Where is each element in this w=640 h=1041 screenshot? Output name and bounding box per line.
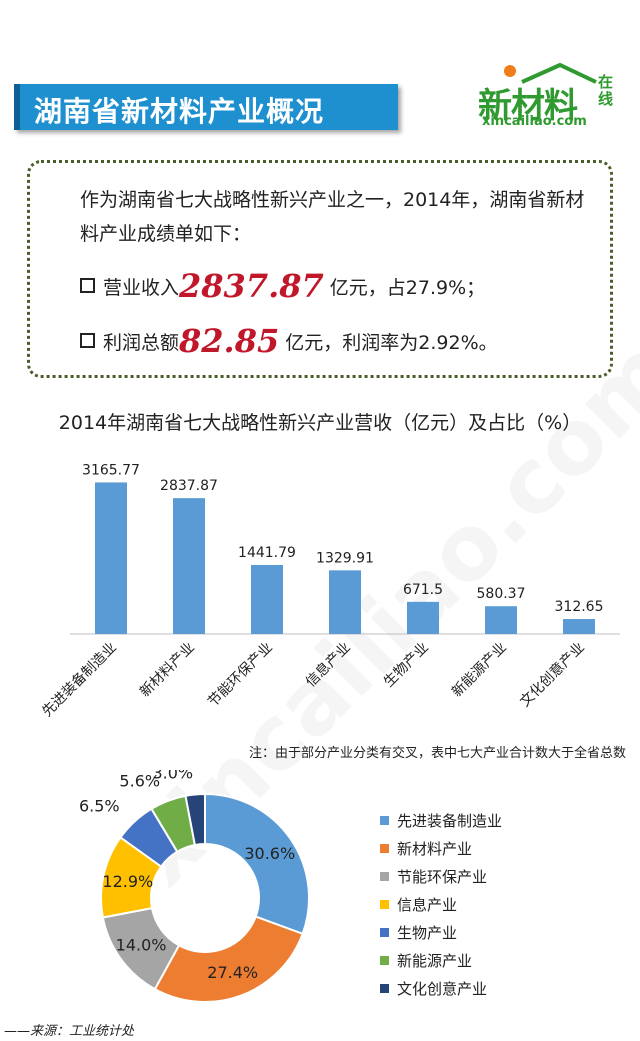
logo-side: 在线 bbox=[598, 73, 614, 108]
legend-label: 生物产业 bbox=[397, 924, 458, 942]
legend-item: 新材料产业 bbox=[380, 838, 472, 858]
bar bbox=[485, 606, 517, 634]
legend-item: 节能环保产业 bbox=[380, 866, 487, 886]
pie-value-label: 30.6% bbox=[244, 844, 295, 863]
revenue-value: 2837.87 bbox=[179, 267, 324, 305]
x-tick-label: 新材料产业 bbox=[137, 640, 198, 701]
legend-swatch bbox=[380, 844, 389, 853]
source-text: ——来源：工业统计处 bbox=[4, 1024, 135, 1039]
x-tick-label: 新能源产业 bbox=[449, 640, 510, 701]
legend-item: 新能源产业 bbox=[380, 950, 472, 970]
pie-value-label: 14.0% bbox=[116, 935, 167, 954]
roof-icon bbox=[504, 62, 597, 84]
legend-item: 文化创意产业 bbox=[380, 978, 487, 998]
bar-value-label: 671.5 bbox=[403, 582, 443, 598]
bar-value-label: 3165.77 bbox=[82, 462, 140, 478]
legend-swatch bbox=[380, 928, 389, 937]
pie-value-label: 6.5% bbox=[79, 796, 120, 815]
pie-value-label: 5.6% bbox=[119, 771, 160, 790]
legend-label: 信息产业 bbox=[397, 896, 458, 914]
bar bbox=[407, 601, 439, 634]
logo: 新材料 在线 xincailiao.com bbox=[468, 58, 628, 130]
bullet-profit: 利润总额82.85 亿元，利润率为2.92%。 bbox=[80, 321, 498, 361]
legend-label: 节能环保产业 bbox=[397, 868, 488, 886]
title-banner: 湖南省新材料产业概况 bbox=[14, 84, 398, 130]
page-title: 湖南省新材料产业概况 bbox=[34, 95, 325, 128]
chart-title: 2014年湖南省七大战略性新兴产业营收（亿元）及占比（%） bbox=[58, 412, 582, 434]
profit-value: 82.85 bbox=[179, 322, 280, 360]
checkbox-icon bbox=[80, 278, 95, 293]
bar-value-label: 1441.79 bbox=[238, 545, 296, 561]
legend-label: 新材料产业 bbox=[397, 840, 473, 858]
legend-item: 生物产业 bbox=[380, 922, 457, 942]
bullet-prefix: 利润总额 bbox=[103, 332, 180, 354]
logo-url: xincailiao.com bbox=[482, 114, 587, 129]
summary-box: 作为湖南省七大战略性新兴产业之一，2014年，湖南省新材料产业成绩单如下： 营业… bbox=[27, 160, 613, 378]
pie-value-label: 3.0% bbox=[152, 770, 193, 783]
bar bbox=[95, 482, 127, 634]
legend-item: 信息产业 bbox=[380, 894, 457, 914]
chart-note: 注：由于部分产业分类有交叉，表中七大产业合计数大于全省总数 bbox=[248, 746, 626, 761]
pie-slice bbox=[153, 915, 304, 1003]
x-tick-label: 信息产业 bbox=[302, 639, 354, 691]
checkbox-icon bbox=[80, 333, 95, 348]
bullet-suffix: 亿元，利润率为2.92%。 bbox=[279, 332, 498, 354]
bullet-suffix: 亿元，占27.9%； bbox=[323, 277, 486, 299]
x-tick-label: 节能环保产业 bbox=[205, 640, 276, 711]
legend-swatch bbox=[380, 984, 389, 993]
bullet-prefix: 营业收入 bbox=[103, 277, 180, 299]
bar-value-label: 1329.91 bbox=[316, 550, 374, 566]
bar bbox=[251, 564, 283, 634]
pie-value-label: 27.4% bbox=[207, 963, 258, 982]
legend-swatch bbox=[380, 872, 389, 881]
bar-value-label: 312.65 bbox=[555, 599, 604, 615]
x-tick-label: 生物产业 bbox=[381, 640, 432, 691]
pie-value-label: 12.9% bbox=[102, 872, 153, 891]
bar-value-label: 580.37 bbox=[477, 586, 526, 602]
intro-text: 作为湖南省七大战略性新兴产业之一，2014年，湖南省新材料产业成绩单如下： bbox=[80, 189, 585, 245]
bar-value-label: 2837.87 bbox=[160, 478, 218, 494]
bar bbox=[173, 498, 205, 634]
logo-main: 新材料 bbox=[478, 86, 578, 126]
legend-item: 先进装备制造业 bbox=[380, 810, 502, 830]
legend-swatch bbox=[380, 956, 389, 965]
bullet-revenue: 营业收入2837.87 亿元，占27.9%； bbox=[80, 266, 485, 306]
bar-chart: 3165.77 先进装备制造业 2837.87 新材料产业 1441.79 节能环保产业 1… bbox=[39, 462, 620, 720]
bar bbox=[329, 570, 361, 634]
pie-slice bbox=[204, 792, 310, 936]
legend-label: 先进装备制造业 bbox=[397, 812, 503, 830]
legend-swatch bbox=[380, 900, 389, 909]
donut-chart: 30.6% 27.4% 14.0% 12.9% 6.5% 5.6%3.0% bbox=[79, 770, 310, 1003]
pie-slice bbox=[184, 792, 206, 847]
legend-label: 文化创意产业 bbox=[397, 980, 488, 998]
bar bbox=[563, 619, 595, 634]
legend-label: 新能源产业 bbox=[397, 952, 473, 970]
legend-swatch bbox=[380, 816, 389, 825]
x-tick-label: 先进装备制造业 bbox=[39, 639, 120, 720]
x-tick-label: 文化创意产业 bbox=[516, 639, 587, 710]
